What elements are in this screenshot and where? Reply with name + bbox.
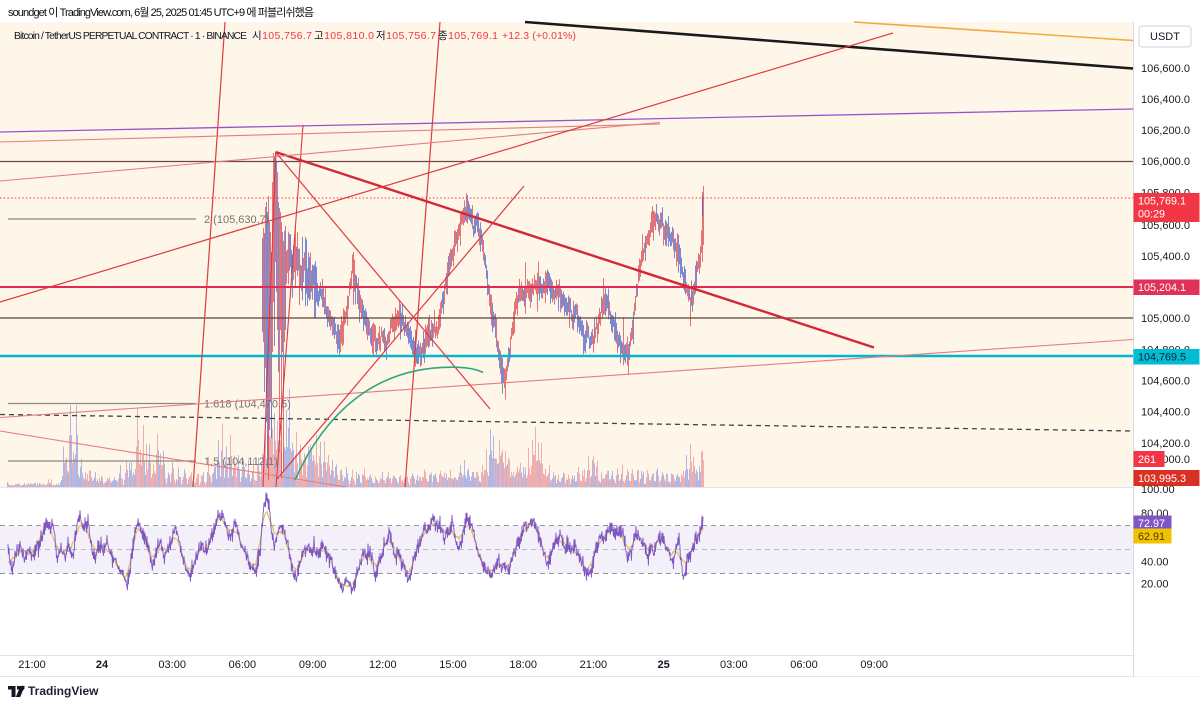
svg-text:저105,756.7: 저105,756.7 [376,30,436,42]
svg-text:고105,810.0: 고105,810.0 [314,30,374,42]
svg-text:104,600.0: 104,600.0 [1141,376,1190,388]
svg-text:18:00: 18:00 [509,659,537,671]
svg-text:09:00: 09:00 [299,659,327,671]
svg-text:21:00: 21:00 [580,659,608,671]
svg-text:105,400.0: 105,400.0 [1141,251,1190,263]
svg-text:72.97: 72.97 [1138,518,1165,530]
svg-text:06:00: 06:00 [790,659,818,671]
svg-text:261: 261 [1138,454,1156,466]
svg-text:105,204.1: 105,204.1 [1138,282,1186,294]
svg-text:06:00: 06:00 [229,659,257,671]
svg-text:03:00: 03:00 [158,659,186,671]
svg-text:106,000.0: 106,000.0 [1141,156,1190,168]
svg-text:12:00: 12:00 [369,659,397,671]
svg-text:105,600.0: 105,600.0 [1141,220,1190,232]
svg-text:2 (105,630.7): 2 (105,630.7) [204,214,269,226]
svg-text:40.00: 40.00 [1141,557,1169,569]
svg-text:103,995.3: 103,995.3 [1138,473,1186,485]
svg-text:62.91: 62.91 [1138,531,1165,543]
svg-text:1.5 (104,112.1): 1.5 (104,112.1) [204,456,278,468]
svg-text:105,769.1: 105,769.1 [1138,196,1186,208]
svg-text:soundget 이 TradingView.com, 6월: soundget 이 TradingView.com, 6월 25, 2025 … [8,6,314,19]
svg-text:03:00: 03:00 [720,659,748,671]
svg-text:Bitcoin / TetherUS PERPETUAL C: Bitcoin / TetherUS PERPETUAL CONTRACT · … [14,31,247,42]
svg-text:09:00: 09:00 [860,659,888,671]
svg-text:TradingView: TradingView [28,684,99,698]
svg-text:15:00: 15:00 [439,659,467,671]
svg-text:21:00: 21:00 [18,659,46,671]
svg-text:100.00: 100.00 [1141,484,1175,496]
svg-text:106,400.0: 106,400.0 [1141,94,1190,106]
svg-text:104,400.0: 104,400.0 [1141,407,1190,419]
svg-text:20.00: 20.00 [1141,579,1169,591]
svg-text:00:29: 00:29 [1138,209,1165,221]
svg-text:106,200.0: 106,200.0 [1141,125,1190,137]
svg-text:104,200.0: 104,200.0 [1141,438,1190,450]
svg-text:104,769.5: 104,769.5 [1138,352,1186,364]
svg-text:종105,769.1: 종105,769.1 [438,30,498,42]
svg-text:25: 25 [657,659,669,671]
svg-text:USDT: USDT [1150,31,1180,43]
svg-text:+12.3 (+0.01%): +12.3 (+0.01%) [502,30,576,42]
svg-text:시105,756.7: 시105,756.7 [252,30,312,42]
svg-text:24: 24 [96,659,109,671]
svg-text:106,600.0: 106,600.0 [1141,63,1190,75]
svg-text:105,000.0: 105,000.0 [1141,313,1190,325]
